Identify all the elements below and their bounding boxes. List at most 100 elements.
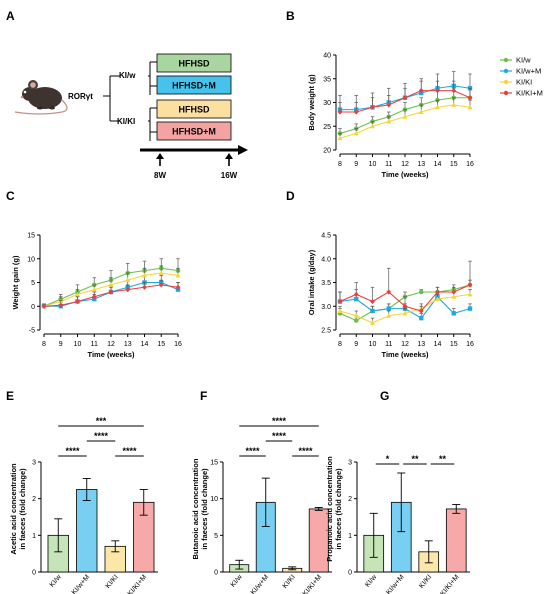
branch-kiw-label: KI/w <box>119 71 136 80</box>
y-tick-label: -5 <box>29 328 35 335</box>
x-tick-label: KI/w+M <box>250 574 271 594</box>
x-tick-label: KI/w+M <box>71 574 92 594</box>
y-axis-label: Body weight (g) <box>307 74 316 131</box>
y-tick-label: 3.0 <box>321 304 331 311</box>
x-tick-label: 8 <box>338 341 342 348</box>
x-tick-label: 14 <box>434 161 442 168</box>
significance-label: **** <box>298 446 313 456</box>
significance-label: **** <box>272 431 287 441</box>
y-tick-label: 25 <box>323 124 331 131</box>
significance-label: **** <box>245 446 260 456</box>
x-tick-label: 12 <box>401 161 409 168</box>
x-axis-label: Time (weeks) <box>88 350 135 359</box>
x-tick-label: KI/w <box>230 573 245 589</box>
y-tick-label: 10 <box>210 496 218 503</box>
x-tick-label: 9 <box>354 161 358 168</box>
x-tick-label: 9 <box>354 341 358 348</box>
diet-box-label-0: HFHSD <box>179 59 210 69</box>
y-tick-label: 40 <box>323 53 331 60</box>
x-tick-label: 15 <box>450 161 458 168</box>
x-tick-label: 16 <box>174 341 182 348</box>
data-point <box>452 311 456 315</box>
data-point <box>451 88 456 93</box>
legend-marker-1 <box>504 69 508 73</box>
bar-KI/KI+M <box>446 509 466 572</box>
y-tick-label: 5 <box>214 533 218 540</box>
y-tick-label: 4.5 <box>321 233 331 240</box>
data-point <box>354 297 358 301</box>
x-tick-label: 10 <box>369 341 377 348</box>
legend-label-2: KI/KI <box>516 78 532 87</box>
y-tick-label: 1 <box>348 533 352 540</box>
genotype-label: RORγt <box>68 92 93 101</box>
y-tick-label: 15 <box>27 233 35 240</box>
x-tick-label: 14 <box>434 341 442 348</box>
data-point <box>354 292 359 297</box>
y-tick-label: 2 <box>32 496 36 503</box>
timeline-arrow <box>140 145 248 166</box>
diet-box-label-3: HFHSD+M <box>172 127 216 137</box>
y-tick-label: 3 <box>32 460 36 467</box>
x-tick-label: 11 <box>385 341 392 348</box>
y-axis-label: Propanoic acid concentrationin faeces (f… <box>325 456 343 562</box>
legend-label-0: KI/w <box>516 56 531 65</box>
x-tick-label: 9 <box>59 341 63 348</box>
data-point <box>419 316 423 320</box>
legend-label-3: KI/KI+M <box>516 89 543 98</box>
diet-box-label-1: HFHSD+M <box>172 81 216 91</box>
significance-label: *** <box>96 416 107 426</box>
x-axis-label: Time (weeks) <box>382 170 429 179</box>
branch-kiki-label: KI/KI <box>117 117 135 126</box>
panel-label-f: F <box>200 389 207 403</box>
y-axis-label: Weight gain (g) <box>11 255 20 310</box>
data-point <box>387 306 391 310</box>
chart-d: 2.53.03.54.04.58 9 10 11 12 13 14 15 16Time (wee… <box>307 233 474 360</box>
panel-label-d: D <box>286 189 295 203</box>
y-tick-label: 35 <box>323 76 331 83</box>
x-tick-label: 15 <box>450 341 458 348</box>
y-tick-label: 0 <box>32 570 36 577</box>
experimental-design-diagram: RORγt KI/w KI/KI HFHSD HFHSD+M HFHSD HFHSD+… <box>15 54 248 180</box>
series-KI/KI+M <box>338 261 473 313</box>
data-point <box>370 309 374 313</box>
panel-label-c: C <box>6 189 15 203</box>
y-tick-label: 2.5 <box>321 328 331 335</box>
x-tick-label: 14 <box>141 341 149 348</box>
y-axis-label: Oral intake (g/day) <box>307 249 316 315</box>
x-tick-label: 10 <box>74 341 82 348</box>
y-tick-label: 15 <box>210 460 218 467</box>
diet-box-label-2: HFHSD <box>179 105 210 115</box>
data-point <box>142 285 147 290</box>
chart-b: 20 25 30 35 40 8 9 10 11 12 13 14 15 16 Time (weeks) Bo… <box>307 53 474 180</box>
x-tick-label: 11 <box>91 341 98 348</box>
data-point <box>354 318 359 323</box>
data-point <box>468 282 473 287</box>
panel-label-b: B <box>286 9 295 23</box>
data-point <box>468 306 472 310</box>
x-tick-label: KI/w+M <box>385 574 406 594</box>
y-tick-label: 0 <box>214 570 218 577</box>
y-tick-label: 3.5 <box>321 280 331 287</box>
chart-g: 0 1 2 3 Propanoic acid concentrationin faece… <box>325 454 470 594</box>
mouse-icon <box>15 80 67 114</box>
x-tick-label: KI/KI+M <box>439 574 461 594</box>
y-tick-label: 30 <box>323 100 331 107</box>
x-tick-label: 13 <box>124 341 132 348</box>
significance-label: **** <box>65 446 80 456</box>
x-tick-label: KI/KI <box>105 574 120 590</box>
y-tick-label: 20 <box>323 148 331 155</box>
legend-label-1: KI/w+M <box>516 67 541 76</box>
data-point <box>468 95 473 100</box>
legend: KI/w KI/w+M KI/KI KI/KI+M <box>500 56 543 98</box>
panel-label-g: G <box>380 389 389 403</box>
bar-KI/w+M <box>76 490 97 573</box>
x-tick-label: 8 <box>338 161 342 168</box>
panel-label-e: E <box>6 389 14 403</box>
legend-marker-3 <box>504 91 508 95</box>
y-tick-label: 0 <box>348 570 352 577</box>
significance-label: * <box>386 454 390 464</box>
chart-f: 051015Butanoic acid concentrationin faec… <box>191 416 332 594</box>
x-tick-label: 8 <box>42 341 46 348</box>
x-tick-label: 11 <box>385 161 392 168</box>
